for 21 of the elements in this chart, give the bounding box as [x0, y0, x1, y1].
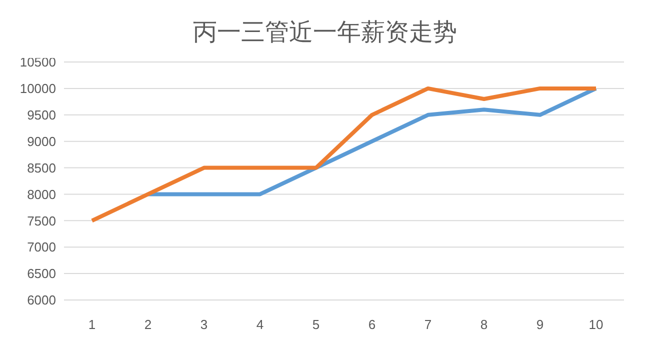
x-tick-label: 5: [312, 317, 320, 332]
line-series: [90, 86, 598, 223]
y-tick-label: 6000: [27, 292, 56, 308]
x-tick-label: 2: [144, 317, 152, 332]
x-tick-label: 9: [536, 317, 544, 332]
x-tick-label: 7: [424, 317, 432, 332]
y-tick-label: 7000: [27, 240, 56, 255]
y-tick-label: 8000: [27, 186, 56, 202]
y-tick-label: 9500: [27, 108, 56, 123]
x-tick-label: 8: [480, 317, 488, 332]
x-tick-label: 1: [88, 317, 96, 332]
y-tick-label: 9000: [27, 134, 56, 149]
x-tick-label: 3: [200, 317, 208, 332]
x-tick-label: 4: [256, 317, 264, 332]
x-tick-label: 10: [588, 317, 604, 332]
y-tick-label: 10000: [20, 81, 56, 96]
y-tick-label: 8500: [27, 160, 56, 176]
y-tick-label: 7500: [27, 213, 56, 228]
y-tick-label: 6500: [27, 266, 56, 282]
x-tick-label: 6: [368, 317, 376, 332]
chart-title: 丙一三管近一年薪资走势: [193, 19, 457, 46]
